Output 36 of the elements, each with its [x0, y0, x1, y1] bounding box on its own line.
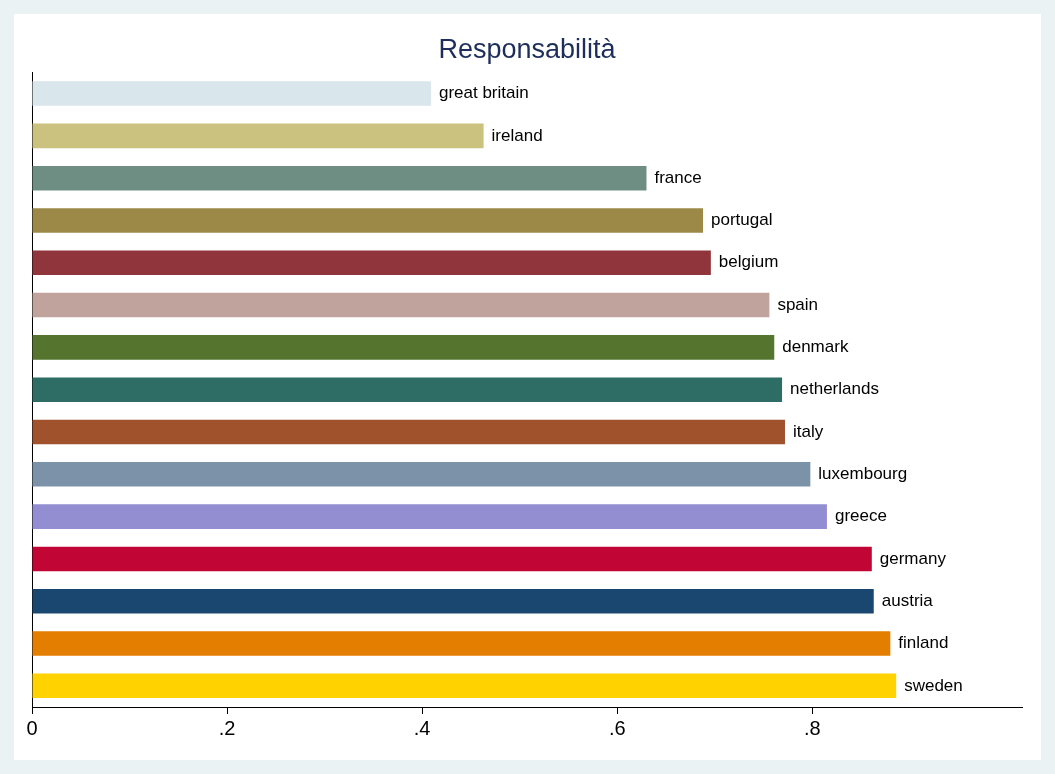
bar: [32, 335, 775, 360]
y-tick-label: luxembourg: [818, 464, 908, 483]
y-tick-label: netherlands: [790, 379, 879, 399]
y-tick-label: portugal: [711, 210, 773, 230]
chart-title: Responsabilità: [438, 33, 617, 64]
bar: [32, 377, 783, 402]
bar: [32, 419, 785, 445]
y-tick-label: belgium: [718, 252, 779, 272]
x-tick-label: .8: [803, 716, 821, 739]
y-tick-label: italy: [792, 421, 824, 441]
x-tick-label: 0: [26, 716, 38, 739]
bar: [32, 631, 891, 656]
y-tick-label: finland: [898, 633, 949, 653]
y-tick-label: sweden: [904, 675, 963, 695]
bar: [32, 292, 770, 318]
bar: [32, 588, 874, 614]
bar: [32, 123, 484, 149]
bar: [32, 250, 711, 276]
y-tick-label: denmark: [782, 337, 849, 357]
y-tick-label: germany: [879, 548, 947, 568]
bar: [32, 546, 872, 572]
bar: [32, 673, 897, 699]
bar: [32, 462, 811, 487]
y-tick-label: france: [654, 167, 702, 187]
bar: [32, 81, 431, 106]
y-tick-label: ireland: [491, 125, 543, 145]
x-tick-label: .6: [608, 716, 626, 739]
y-tick-label: greece: [834, 506, 887, 526]
bar: [32, 165, 647, 191]
y-tick-label: austria: [881, 590, 934, 610]
y-tick-label: spain: [777, 294, 819, 314]
x-tick-label: .4: [413, 716, 431, 739]
bar: [32, 208, 704, 233]
y-tick-label: great britain: [438, 83, 529, 103]
bar: [32, 504, 827, 529]
x-tick-label: .2: [218, 716, 236, 739]
